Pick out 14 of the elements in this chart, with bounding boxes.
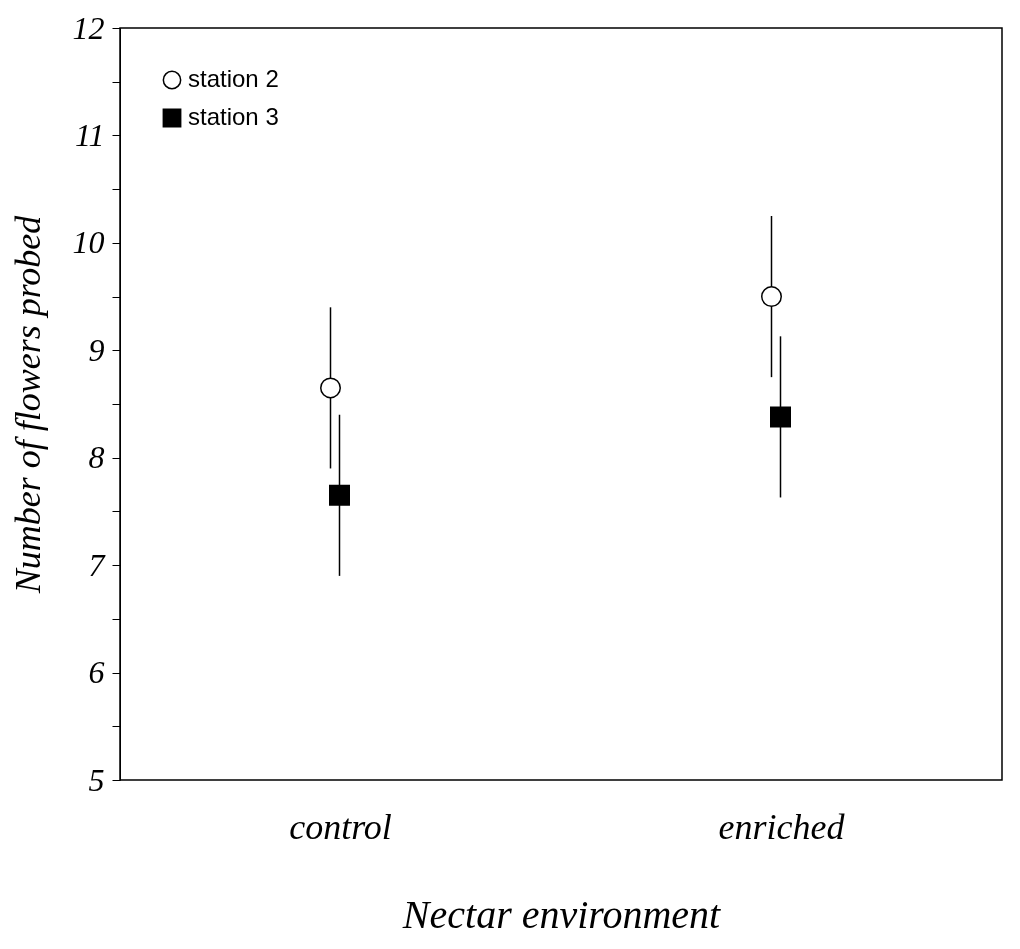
y-tick-label: 12 <box>72 9 105 46</box>
y-tick-label: 9 <box>88 331 105 368</box>
x-axis-title: Nectar environment <box>401 891 722 937</box>
y-tick-label: 5 <box>88 761 105 798</box>
x-tick-label: control <box>289 806 392 847</box>
y-tick-label: 7 <box>88 546 107 583</box>
y-tick-label: 11 <box>74 116 105 153</box>
legend-label: station 2 <box>188 65 279 92</box>
y-tick-label: 8 <box>88 439 105 476</box>
x-tick-label: enriched <box>718 806 846 847</box>
y-tick-label: 6 <box>88 654 105 691</box>
y-tick-label: 10 <box>72 224 105 261</box>
legend-label: station 3 <box>188 103 279 130</box>
y-axis-title: Number of flowers probed <box>7 214 48 595</box>
